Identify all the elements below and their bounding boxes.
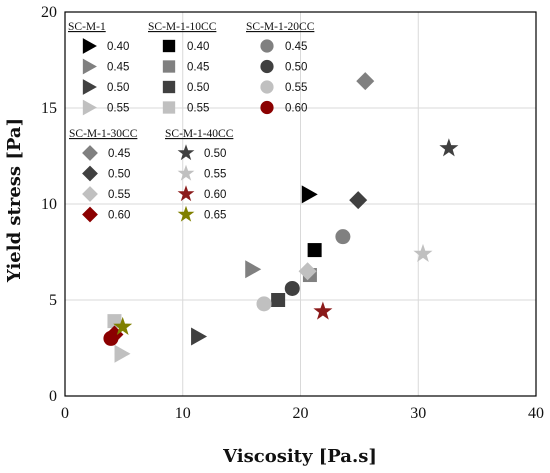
legend-label: 0.60: [108, 210, 130, 222]
data-point: [335, 229, 351, 245]
data-point: [356, 72, 375, 91]
data-point: [271, 293, 286, 307]
legend-label: 0.45: [108, 148, 130, 160]
data-point: [284, 280, 300, 296]
x-tick-label: 20: [293, 405, 309, 422]
legend: SC-M-10.400.450.500.55SC-M-1-10CC0.400.4…: [68, 21, 315, 223]
data-point: [349, 191, 368, 210]
x-tick-label: 30: [410, 405, 426, 422]
y-tick-label: 15: [41, 100, 57, 117]
grid-lines: [64, 11, 537, 397]
legend-label: 0.60: [285, 103, 307, 115]
legend-label: 0.55: [107, 103, 129, 115]
legend-marker: [162, 39, 176, 53]
legend-label: 0.50: [107, 82, 129, 94]
data-point: [298, 262, 317, 281]
legend-marker: [260, 59, 274, 74]
data-point: [439, 138, 459, 157]
legend-label: 0.45: [285, 41, 307, 53]
data-point: [307, 243, 322, 258]
legend-marker: [82, 79, 97, 95]
legend-marker: [260, 80, 274, 94]
legend-label: 0.65: [204, 210, 226, 222]
legend-marker: [162, 60, 176, 73]
x-axis-label: Viscosity [Pa.s]: [222, 446, 377, 467]
legend-marker: [177, 144, 195, 161]
legend-marker: [82, 58, 97, 75]
legend-group-title: SC-M-1-20CC: [246, 21, 315, 33]
legend-label: 0.40: [107, 41, 129, 53]
legend-marker: [162, 80, 176, 94]
legend-marker: [162, 101, 176, 114]
data-point: [113, 316, 133, 335]
legend-marker: [177, 185, 195, 202]
y-tick-label: 20: [41, 4, 57, 21]
legend-marker: [82, 186, 98, 202]
legend-group-title: SC-M-1-10CC: [148, 21, 217, 33]
data-point: [114, 344, 131, 363]
legend-marker: [82, 99, 97, 116]
legend-marker: [260, 100, 274, 115]
legend-label: 0.60: [204, 189, 226, 201]
legend-marker: [82, 38, 97, 54]
legend-marker: [82, 145, 98, 161]
legend-label: 0.55: [108, 189, 130, 201]
plot-frame: [64, 11, 537, 397]
data-point: [256, 296, 272, 312]
data-point: [245, 260, 262, 279]
legend-marker: [260, 39, 274, 53]
legend-label: 0.55: [204, 169, 226, 181]
legend-label: 0.55: [187, 103, 209, 115]
y-tick-label: 5: [49, 292, 57, 309]
legend-group-title: SC-M-1-40CC: [165, 128, 234, 140]
legend-group-title: SC-M-1: [68, 21, 106, 33]
x-tick-label: 40: [528, 405, 544, 422]
legend-label: 0.50: [204, 148, 226, 160]
y-tick-label: 0: [49, 388, 57, 405]
legend-group-title: SC-M-1-30CC: [69, 128, 138, 140]
y-tick-label: 10: [41, 196, 57, 213]
data-points: [103, 72, 459, 363]
legend-label: 0.40: [187, 41, 209, 53]
legend-label: 0.50: [108, 169, 130, 181]
legend-marker: [177, 205, 195, 222]
legend-label: 0.55: [285, 82, 307, 94]
legend-label: 0.45: [107, 62, 129, 74]
data-point: [301, 185, 318, 204]
x-tick-label: 0: [61, 405, 69, 422]
axis-ticks: 0 10 20 30 40 0 5 10 15 20: [41, 4, 544, 422]
legend-label: 0.45: [187, 62, 209, 74]
legend-marker: [82, 206, 98, 223]
y-axis-label: Yield stress [Pa]: [4, 118, 25, 283]
x-tick-label: 10: [175, 405, 191, 422]
data-point: [191, 327, 208, 346]
legend-label: 0.50: [285, 62, 307, 74]
data-point: [413, 243, 433, 262]
legend-marker: [82, 165, 98, 182]
legend-label: 0.50: [187, 82, 209, 94]
data-point: [313, 301, 333, 320]
legend-marker: [177, 164, 195, 181]
